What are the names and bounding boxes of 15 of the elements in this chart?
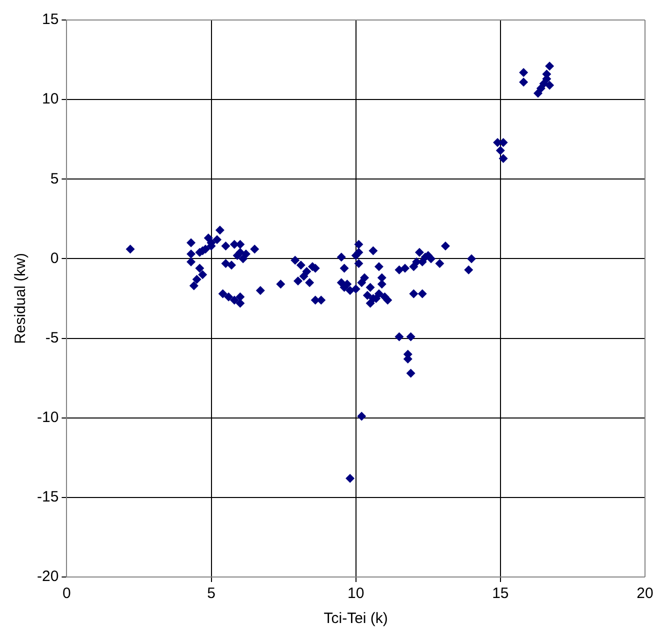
y-tick-label: 15	[42, 11, 59, 28]
x-axis-title: Tci-Tei (k)	[324, 610, 388, 628]
x-tick-label: 0	[62, 585, 71, 602]
y-tick-label: 0	[50, 250, 59, 267]
y-tick-label: -5	[45, 329, 59, 346]
x-tick-label: 15	[492, 585, 509, 602]
x-tick-label: 10	[347, 585, 364, 602]
y-tick-label: 5	[50, 170, 59, 188]
y-axis-title: Residual (kw)	[12, 253, 30, 344]
y-tick-label: 10	[42, 90, 59, 108]
y-tick-label: -10	[36, 409, 59, 426]
y-tick-label: -20	[36, 568, 59, 586]
x-tick-label: 5	[207, 585, 216, 602]
x-tick-label: 20	[636, 585, 654, 602]
y-tick-label: -15	[36, 488, 59, 506]
